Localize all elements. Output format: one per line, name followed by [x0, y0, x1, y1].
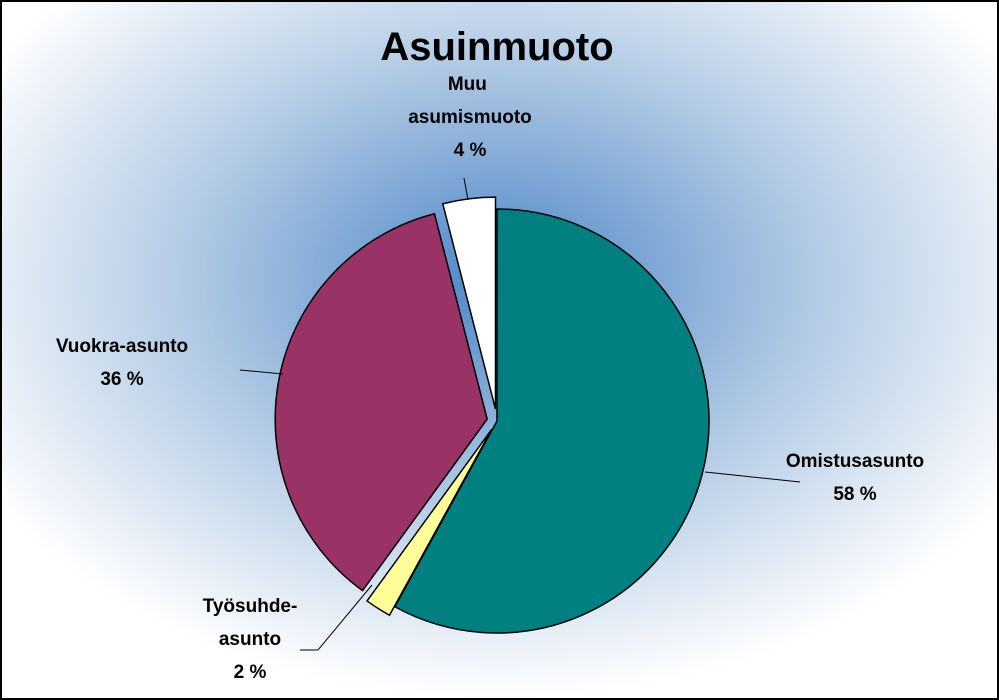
chart-title: Asuinmuoto: [380, 25, 613, 69]
data-label: 2 %: [234, 662, 267, 683]
data-label: 58 %: [833, 484, 876, 505]
pie-slice: [393, 208, 710, 634]
pie-slice: [274, 212, 488, 592]
category-label: Työsuhde-asunto: [203, 596, 298, 650]
pie-slice: [365, 429, 493, 617]
data-label: 4 %: [454, 140, 487, 161]
pie-slice: [441, 196, 497, 410]
category-label: Muu asumismuoto: [408, 74, 532, 128]
leader-line: [239, 369, 284, 375]
category-label: Omistusasunto: [786, 451, 924, 472]
category-label: Vuokra-asunto: [56, 336, 188, 357]
leader-line: [704, 471, 801, 483]
leader-line: [463, 177, 469, 201]
leader-line: [300, 584, 373, 651]
data-label: 36 %: [100, 369, 143, 390]
